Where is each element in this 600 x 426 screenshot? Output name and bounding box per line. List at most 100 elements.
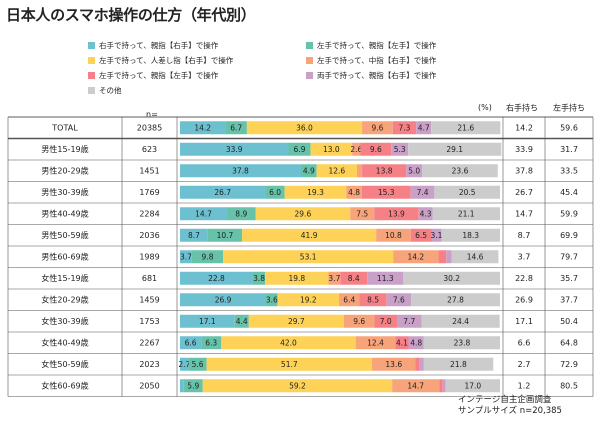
data-label: 4.4 bbox=[236, 317, 248, 326]
bar-segment bbox=[223, 250, 394, 264]
data-label: 8.7 bbox=[188, 231, 200, 240]
data-label: 7.5 bbox=[356, 209, 368, 218]
right-hand-value: 3.7 bbox=[518, 252, 531, 261]
bar-segment bbox=[359, 293, 387, 307]
data-label: 7.6 bbox=[393, 295, 405, 304]
category-label: TOTAL bbox=[51, 123, 78, 132]
category-label: 男性15-19歳 bbox=[41, 144, 88, 154]
data-label: 6.5 bbox=[415, 231, 427, 240]
data-label: 14.2 bbox=[194, 123, 211, 132]
bar-segment bbox=[410, 228, 432, 242]
right-hand-value: 17.1 bbox=[515, 317, 533, 326]
bar-segment bbox=[265, 185, 285, 199]
bar-segment bbox=[415, 357, 420, 371]
right-hand-value: 6.6 bbox=[518, 338, 531, 347]
bar-segment bbox=[207, 228, 243, 242]
bar-segment bbox=[352, 142, 361, 156]
data-label: 4.3 bbox=[420, 209, 432, 218]
bar-segment bbox=[391, 142, 409, 156]
data-label: 22.8 bbox=[208, 274, 225, 283]
right-hand-value: 14.7 bbox=[515, 209, 533, 218]
legend-swatch bbox=[306, 57, 313, 64]
sample-size-label: 623 bbox=[142, 145, 157, 154]
sample-size-label: 2036 bbox=[139, 231, 159, 240]
category-label: 女性30-39歳 bbox=[41, 316, 88, 326]
bar-segment bbox=[350, 207, 375, 221]
category-label: 男性50-59歳 bbox=[41, 230, 88, 240]
left-hand-value: 72.9 bbox=[560, 360, 578, 369]
data-label: 13.9 bbox=[388, 209, 405, 218]
data-label: 4.9 bbox=[303, 166, 315, 175]
data-label: 21.8 bbox=[450, 360, 467, 369]
data-label: 53.1 bbox=[300, 252, 317, 261]
bar-segment bbox=[316, 164, 357, 178]
data-label: 4.1 bbox=[396, 338, 408, 347]
legend-item: 左手で持って、人差し指【右手】で操作 bbox=[88, 55, 233, 66]
data-label: 5.0 bbox=[408, 166, 420, 175]
legend-item: 右手で持って、親指【右手】で操作 bbox=[88, 40, 218, 51]
sample-size-label: 2284 bbox=[139, 209, 159, 218]
bar-segment bbox=[356, 164, 363, 178]
data-label: 5.6 bbox=[192, 360, 204, 369]
left-hand-value: 59.9 bbox=[560, 209, 578, 218]
bar-segment bbox=[418, 207, 433, 221]
bar-segment bbox=[386, 293, 412, 307]
right-hand-value: 1.2 bbox=[518, 381, 531, 390]
bar-segment bbox=[234, 314, 249, 328]
sample-size-note: サンプルサイズ n=20,385 bbox=[458, 406, 562, 416]
data-label: 37.8 bbox=[232, 166, 249, 175]
sample-size-label: 1451 bbox=[139, 166, 159, 175]
legend-swatch bbox=[88, 42, 95, 49]
data-label: 21.6 bbox=[457, 123, 474, 132]
bar-segment bbox=[438, 250, 447, 264]
left-hand-value: 45.4 bbox=[560, 188, 578, 197]
data-label: 8.4 bbox=[348, 274, 360, 283]
bar-segment bbox=[288, 142, 311, 156]
data-label: 13.6 bbox=[385, 360, 402, 369]
bar-segment bbox=[431, 121, 501, 135]
legend-label: 左手で持って、人差し指【右手】で操作 bbox=[99, 56, 234, 65]
data-label: 9.6 bbox=[371, 123, 383, 132]
data-label: 18.3 bbox=[462, 231, 479, 240]
legend-swatch bbox=[306, 42, 313, 49]
data-label: 24.4 bbox=[452, 317, 469, 326]
data-label: 51.7 bbox=[281, 360, 298, 369]
left-hand-value: 31.7 bbox=[560, 145, 578, 154]
left-hand-value: 59.6 bbox=[560, 123, 578, 132]
bar-segment bbox=[248, 314, 344, 328]
bar-segment bbox=[372, 357, 416, 371]
legend-label: 左手で持って、中指【右手】で操作 bbox=[317, 56, 437, 65]
source-note: インテージ自主企画調査 bbox=[458, 395, 552, 405]
sample-size-label: 1769 bbox=[139, 188, 159, 197]
bar-segment bbox=[310, 142, 353, 156]
legend-item: 左手で持って、親指【左手】で操作 bbox=[88, 70, 218, 81]
bar-segment bbox=[392, 121, 417, 135]
category-label: 女性20-29歳 bbox=[41, 294, 88, 304]
sample-size-label: 20385 bbox=[137, 123, 162, 132]
bar-segment bbox=[180, 250, 192, 264]
bar-segment bbox=[406, 164, 423, 178]
sample-size-label: 2050 bbox=[139, 381, 159, 390]
bar-segment bbox=[255, 207, 351, 221]
data-label: 29.1 bbox=[446, 145, 463, 154]
data-label: 29.6 bbox=[295, 209, 312, 218]
data-label: 23.6 bbox=[452, 166, 469, 175]
legend-swatch bbox=[88, 72, 95, 79]
bar-segment bbox=[395, 336, 409, 350]
data-label: 3.7 bbox=[328, 274, 340, 283]
bar-segment bbox=[431, 228, 442, 242]
data-label: 11.3 bbox=[377, 274, 394, 283]
data-label: 23.8 bbox=[454, 338, 471, 347]
data-label: 19.3 bbox=[307, 188, 324, 197]
left-hand-value: 64.8 bbox=[560, 338, 578, 347]
data-label: 6.0 bbox=[269, 188, 281, 197]
bar-segment bbox=[416, 121, 432, 135]
category-label: 女性50-59歳 bbox=[41, 359, 88, 369]
sample-size-label: 1753 bbox=[139, 317, 159, 326]
bar-segment bbox=[355, 336, 396, 350]
data-label: 6.6 bbox=[185, 338, 197, 347]
bar-segment bbox=[180, 271, 253, 285]
bar-segment bbox=[360, 142, 392, 156]
bar-segment bbox=[442, 379, 446, 393]
